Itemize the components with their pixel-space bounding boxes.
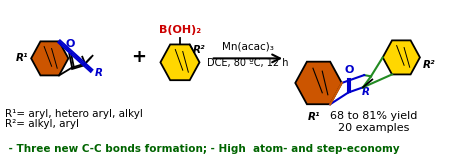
Text: DCE, 80 ºC, 12 h: DCE, 80 ºC, 12 h [207,58,289,68]
Text: R: R [94,68,102,78]
Text: B(OH)₂: B(OH)₂ [159,25,201,35]
Text: +: + [132,48,146,66]
Text: R¹= aryl, hetero aryl, alkyl: R¹= aryl, hetero aryl, alkyl [5,109,143,118]
Text: R¹: R¹ [308,112,320,122]
Text: R: R [362,87,370,97]
Text: 68 to 81% yield: 68 to 81% yield [330,111,417,121]
Polygon shape [31,41,68,75]
Polygon shape [295,62,342,104]
Text: - Three new C-C bonds formation; - High  atom- and step-economy: - Three new C-C bonds formation; - High … [5,144,400,154]
Text: R²: R² [423,60,435,70]
Polygon shape [383,40,420,74]
Polygon shape [160,44,200,80]
Text: R²: R² [192,45,205,55]
Text: R¹: R¹ [16,53,28,63]
Text: O: O [345,65,354,75]
Text: Mn(acac)₃: Mn(acac)₃ [222,42,274,52]
Text: 20 examples: 20 examples [337,123,409,133]
Text: O: O [65,39,75,49]
Text: R²= alkyl, aryl: R²= alkyl, aryl [5,119,79,129]
